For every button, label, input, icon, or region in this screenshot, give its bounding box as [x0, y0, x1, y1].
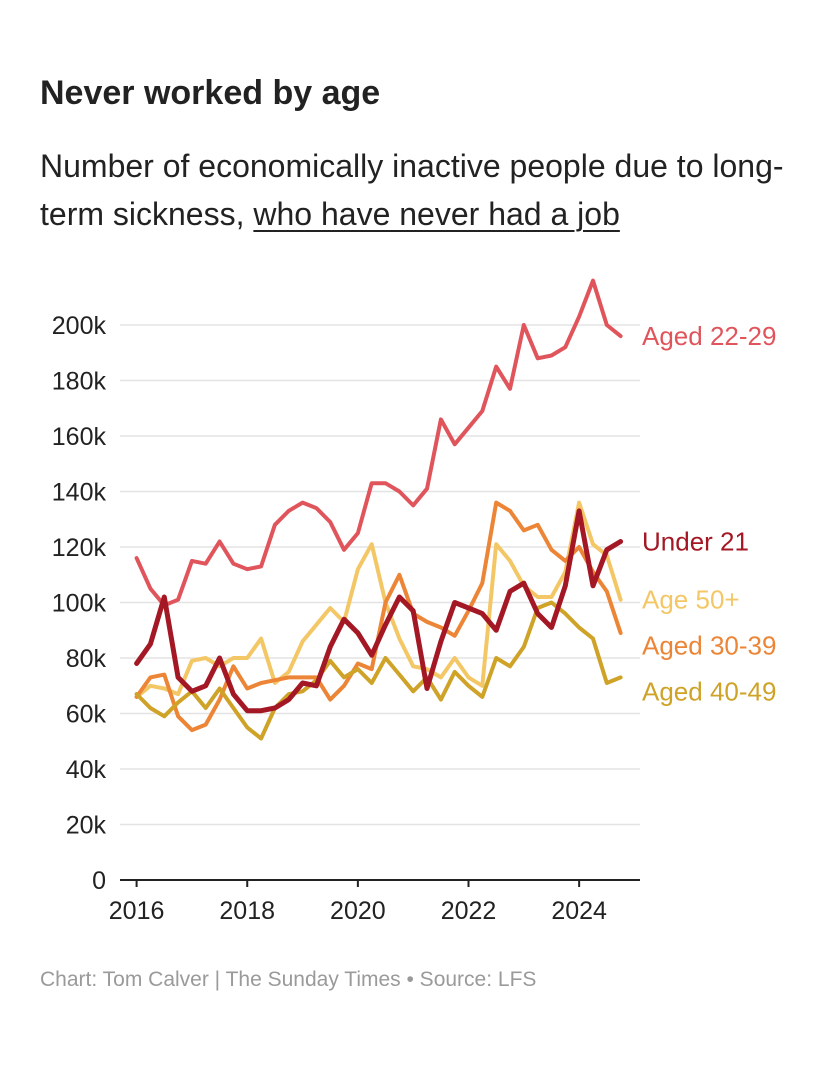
series-line-aged-40-49: [134, 600, 623, 741]
subtitle-underlined-text: who have never had a job: [253, 196, 620, 232]
y-tick-label: 60k: [66, 701, 107, 729]
series-label-age-50-: Age 50+: [642, 585, 740, 615]
series-line-aged-30-39: [134, 500, 623, 733]
x-axis: 2016 2018 2020 2022 2024: [109, 879, 640, 925]
y-axis: 0 20k 40k 60k 80k 100k 120k 140k 160k 180k 200k: [52, 312, 107, 895]
x-tick-label: 2024: [551, 897, 607, 925]
series-labels: Aged 22-29 Under 21 Age 50+ Aged 30-39 Aged …: [642, 321, 776, 707]
y-tick-label: 160k: [52, 423, 107, 451]
x-tick-label: 2022: [441, 897, 497, 925]
gridlines: [120, 324, 640, 826]
series-label-aged-40-49: Aged 40-49: [642, 677, 776, 707]
y-tick-label: 200k: [52, 312, 107, 340]
series-line-aged-22-29: [134, 278, 623, 608]
chart-credit: Chart: Tom Calver | The Sunday Times • S…: [40, 968, 537, 991]
y-tick-label: 140k: [52, 479, 107, 507]
x-tick-label: 2018: [219, 897, 275, 925]
series-label-under-21: Under 21: [642, 526, 749, 556]
y-tick-label: 40k: [66, 756, 107, 784]
y-tick-label: 20k: [66, 812, 107, 840]
y-tick-label: 0: [92, 867, 106, 895]
series-label-aged-30-39: Aged 30-39: [642, 631, 776, 661]
y-tick-label: 180k: [52, 368, 107, 396]
series-lines: [134, 278, 624, 741]
y-tick-label: 100k: [52, 590, 107, 618]
series-line-under-21: [134, 508, 624, 714]
subtitle-text: Number of economically inactive people d…: [40, 148, 784, 232]
series-label-aged-22-29: Aged 22-29: [642, 321, 776, 351]
x-tick-label: 2016: [109, 897, 165, 925]
y-tick-label: 80k: [66, 645, 107, 673]
y-tick-label: 120k: [52, 534, 107, 562]
x-tick-label: 2020: [330, 897, 386, 925]
chart-subtitle: Number of economically inactive people d…: [40, 142, 820, 238]
chart-title: Never worked by age: [40, 74, 381, 112]
